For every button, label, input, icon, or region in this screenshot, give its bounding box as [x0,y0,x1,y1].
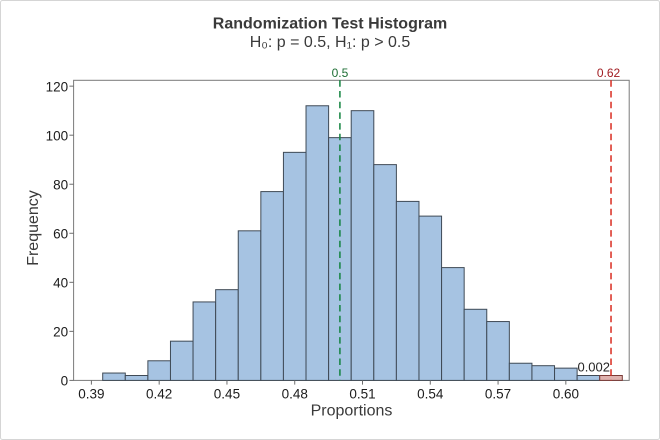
svg-text:0.45: 0.45 [214,386,240,401]
svg-text:20: 20 [53,325,68,340]
svg-text:120: 120 [46,79,69,94]
svg-text:0: 0 [61,374,69,389]
svg-text:100: 100 [46,128,69,143]
svg-text:40: 40 [53,276,68,291]
svg-text:0.54: 0.54 [417,386,444,401]
svg-text:80: 80 [53,178,68,193]
svg-text:0.5: 0.5 [332,66,349,80]
svg-text:0.39: 0.39 [78,386,104,401]
svg-text:Proportions: Proportions [311,403,393,420]
svg-text:0.51: 0.51 [349,386,375,401]
svg-text:0.42: 0.42 [146,386,172,401]
svg-text:0.002: 0.002 [577,360,610,375]
svg-text:Randomization Test Histogram: Randomization Test Histogram [213,16,447,33]
svg-text:0.57: 0.57 [485,386,511,401]
svg-text:Frequency: Frequency [25,190,42,266]
svg-text:H₀: p = 0.5, H₁: p > 0.5: H₀: p = 0.5, H₁: p > 0.5 [250,34,411,51]
svg-text:0.60: 0.60 [553,386,579,401]
svg-text:0.62: 0.62 [597,66,621,80]
svg-text:60: 60 [53,227,68,242]
svg-text:0.48: 0.48 [282,386,308,401]
